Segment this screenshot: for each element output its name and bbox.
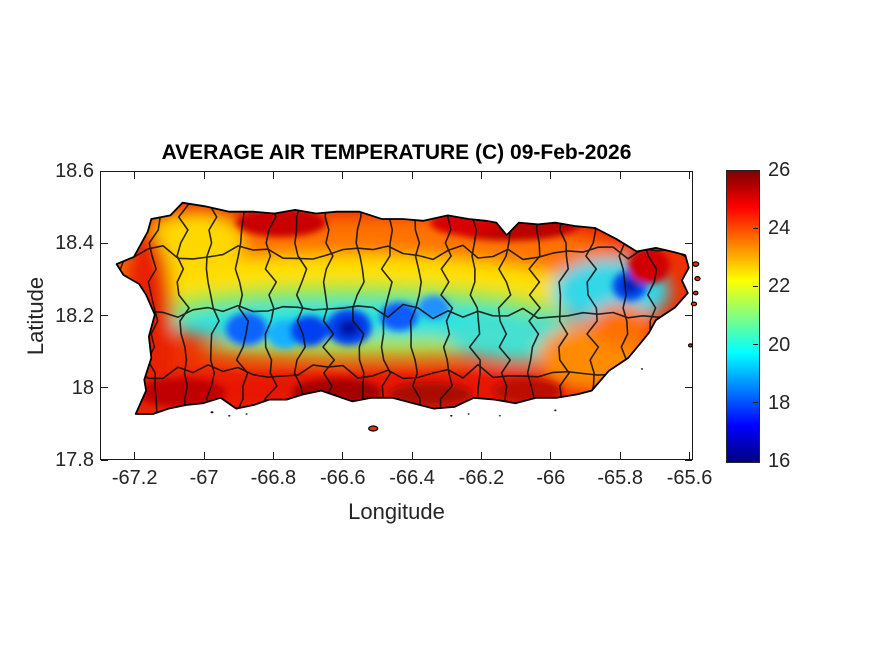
x-tick-label: -67.2 (111, 467, 158, 489)
y-tick-mark-right (685, 387, 692, 389)
colorbar-tick-mark (753, 460, 758, 462)
x-tick-mark (480, 452, 482, 459)
x-tick-label: -67 (189, 467, 219, 489)
chart-title: AVERAGE AIR TEMPERATURE (C) 09-Feb-2026 (161, 141, 632, 164)
y-tick-label: 17.8 (55, 449, 94, 471)
x-tick-mark-top (550, 172, 552, 179)
y-tick-mark-right (685, 315, 692, 316)
y-tick-mark (101, 459, 108, 461)
colorbar-tick-mark (753, 169, 758, 171)
x-tick-mark-top (342, 172, 344, 179)
y-tick-mark (101, 170, 108, 172)
colorbar-tick-label: 20 (768, 333, 791, 356)
colorbar (726, 170, 760, 463)
colorbar-tick-label: 22 (768, 275, 791, 298)
plot-area (100, 171, 701, 460)
y-tick-mark (101, 242, 108, 244)
x-tick-mark (203, 452, 205, 459)
y-tick-mark-right (685, 242, 692, 244)
coastline (115, 201, 690, 415)
x-tick-mark-top (203, 172, 205, 179)
y-tick-label: 18.2 (55, 304, 94, 327)
x-axis-label: Longitude (348, 499, 445, 524)
x-tick-label: -65.8 (597, 467, 643, 489)
x-tick-label: -66.4 (389, 467, 435, 489)
x-tick-mark (134, 452, 136, 459)
y-tick-mark (101, 387, 108, 389)
x-tick-mark-top (272, 172, 274, 179)
x-tick-mark (411, 452, 413, 459)
colorbar-tick-mark (753, 344, 758, 346)
x-tick-label: -66 (536, 467, 566, 489)
colorbar-tick-mark (753, 285, 758, 287)
x-tick-label: -66.8 (250, 467, 297, 489)
x-tick-mark (550, 452, 552, 459)
x-tick-label: -66.2 (458, 467, 505, 489)
colorbar-tick-label: 26 (768, 159, 791, 181)
y-tick-mark (101, 315, 108, 316)
x-tick-label: -65.6 (666, 467, 713, 489)
y-tick-mark-right (685, 170, 692, 172)
x-tick-mark (689, 452, 691, 459)
y-tick-label: 18 (71, 376, 94, 399)
x-tick-mark-top (689, 172, 691, 179)
x-tick-mark (619, 452, 621, 459)
y-tick-label: 18.6 (55, 160, 94, 182)
offshore-islets (210, 261, 701, 432)
x-tick-mark-top (134, 172, 136, 179)
x-tick-mark-top (480, 172, 482, 179)
x-tick-mark (342, 452, 344, 459)
municipal-boundaries (116, 202, 689, 415)
colorbar-tick-mark (753, 227, 758, 229)
puerto-rico-temperature-map (115, 201, 701, 432)
colorbar-tick-mark (753, 402, 758, 404)
x-tick-mark-top (411, 172, 413, 179)
colorbar-gradient (727, 171, 759, 462)
y-tick-label: 18.4 (55, 232, 94, 255)
colorbar-tick-label: 16 (768, 450, 791, 472)
colorbar-tick-label: 18 (768, 391, 791, 414)
y-tick-mark-right (685, 459, 692, 461)
x-tick-label: -66.6 (319, 467, 366, 489)
colorbar-tick-label: 24 (768, 217, 791, 240)
x-tick-mark-top (619, 172, 621, 179)
x-tick-mark (272, 452, 274, 459)
